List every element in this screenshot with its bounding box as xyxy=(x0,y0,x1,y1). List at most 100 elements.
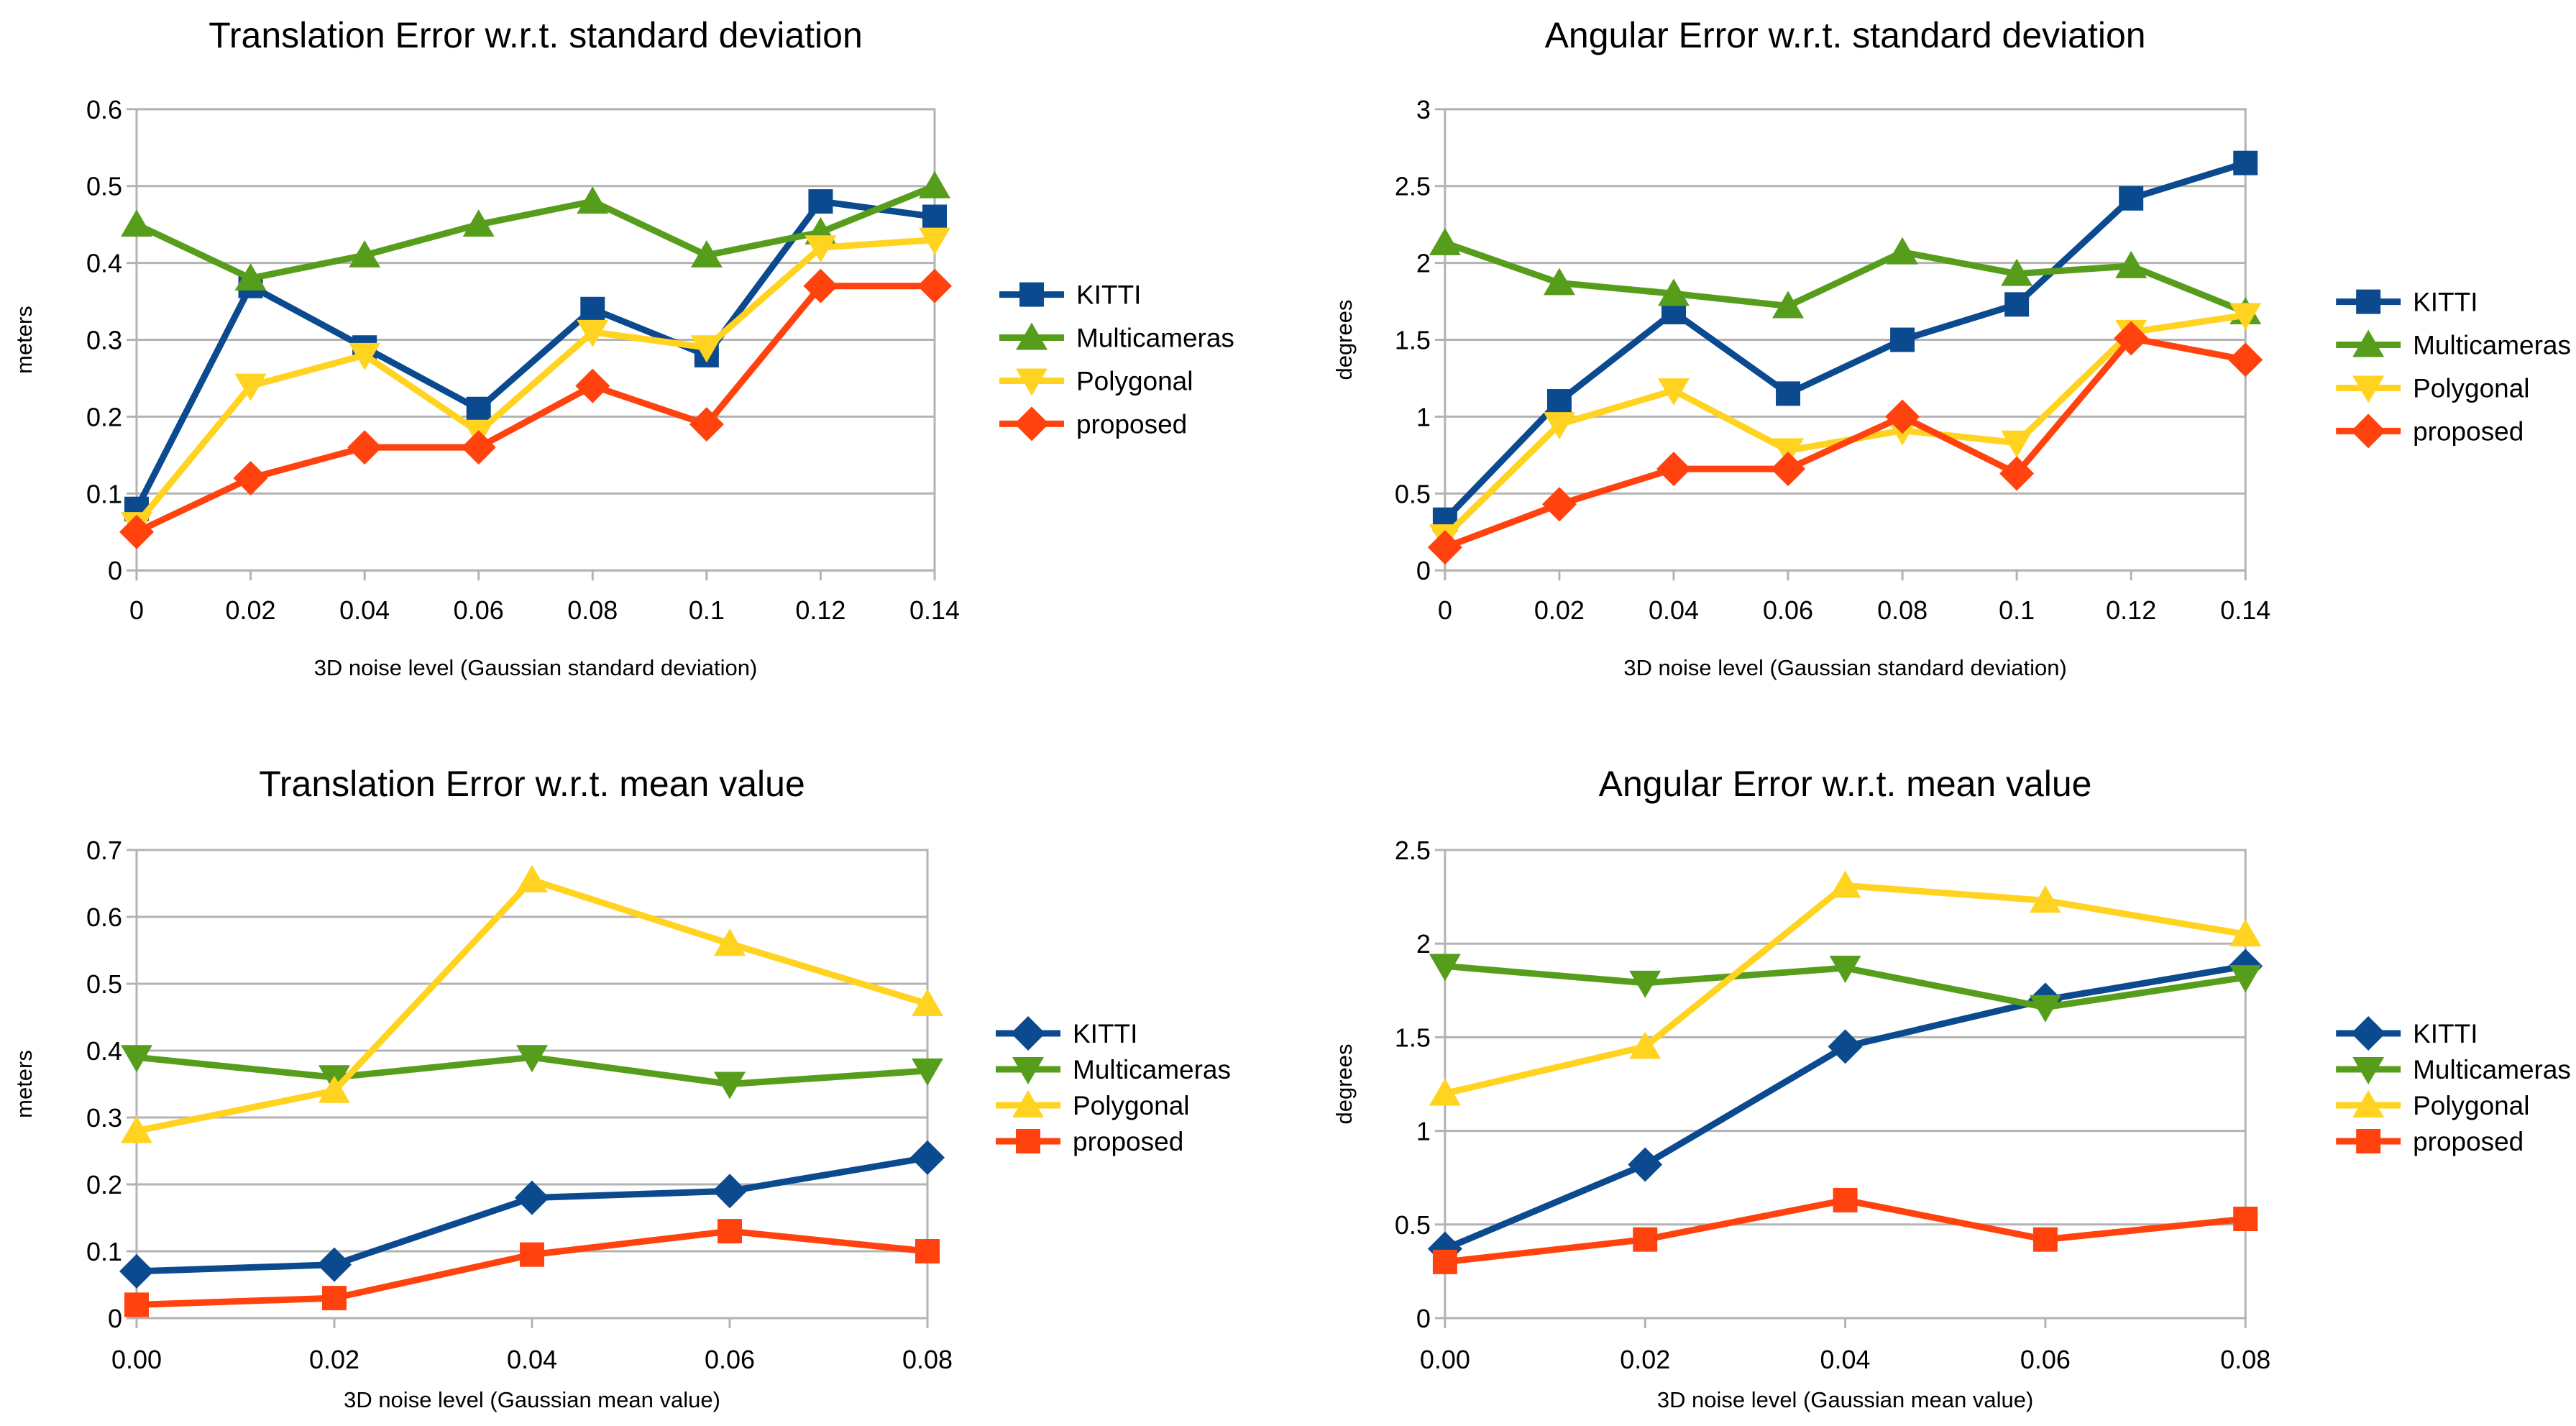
legend-label-multicameras: Multicameras xyxy=(1073,1055,1231,1084)
x-tick-label: 0.06 xyxy=(1763,595,1813,625)
legend-marker-polygonal xyxy=(2352,1090,2385,1118)
series-marker-proposed xyxy=(1771,452,1806,487)
y-tick-label: 1.5 xyxy=(1395,326,1431,355)
y-axis-title: meters xyxy=(12,1050,37,1118)
series-marker-multicameras xyxy=(462,209,495,237)
series-marker-polygonal xyxy=(2029,885,2061,913)
legend-label-kitti: KITTI xyxy=(1073,1019,1137,1048)
legend-marker-multicameras xyxy=(2352,1057,2385,1084)
y-tick-label: 2.5 xyxy=(1395,836,1431,865)
series-line-kitti xyxy=(133,198,938,513)
y-tick-label: 0 xyxy=(1416,556,1431,585)
chart-title: Angular Error w.r.t. standard deviation xyxy=(1545,15,2146,55)
series-marker-polygonal xyxy=(121,1115,152,1143)
legend-marker-multicameras xyxy=(1016,322,1048,350)
legend-label-polygonal: Polygonal xyxy=(2413,1091,2529,1120)
x-tick-label: 0.06 xyxy=(2020,1345,2071,1374)
x-tick-label: 0.04 xyxy=(1820,1345,1871,1374)
legend-label-multicameras: Multicameras xyxy=(1076,324,1234,353)
chart-translation-error-std: Translation Error w.r.t. standard deviat… xyxy=(12,15,1234,680)
legend-label-kitti: KITTI xyxy=(1076,280,1141,310)
y-tick-label: 0 xyxy=(108,1304,122,1333)
series-marker-polygonal xyxy=(1429,1078,1461,1106)
legend-marker-multicameras xyxy=(2352,329,2385,357)
series-marker-polygonal xyxy=(1657,378,1690,406)
legend-marker-proposed xyxy=(1014,406,1049,442)
series-marker-kitti xyxy=(119,1253,154,1289)
x-tick-label: 0.02 xyxy=(1534,595,1585,625)
x-tick-label: 0.08 xyxy=(2220,1345,2270,1374)
series-line-multicameras xyxy=(1441,239,2249,316)
series-marker-proposed xyxy=(2032,1227,2058,1252)
x-tick-label: 0 xyxy=(1438,595,1452,625)
series-marker-proposed xyxy=(1999,456,2035,491)
x-tick-label: 0.1 xyxy=(1999,595,2035,625)
series-marker-polygonal xyxy=(2001,430,2033,458)
series-marker-polygonal xyxy=(690,335,723,363)
y-tick-label: 3 xyxy=(1416,95,1431,124)
legend-marker-polygonal xyxy=(1016,368,1048,396)
series-line-proposed xyxy=(133,283,938,536)
series-marker-polygonal xyxy=(2229,303,2262,331)
y-tick-label: 0.6 xyxy=(86,902,122,932)
series-marker-multicameras xyxy=(1429,227,1461,255)
y-tick-label: 0.4 xyxy=(86,1036,122,1066)
x-tick-label: 0.12 xyxy=(795,595,845,625)
series-marker-proposed xyxy=(124,1292,149,1317)
series-marker-polygonal xyxy=(1629,1031,1661,1059)
x-tick-label: 0.04 xyxy=(507,1345,557,1374)
y-tick-label: 0.3 xyxy=(86,1103,122,1133)
series-marker-polygonal xyxy=(912,988,943,1016)
series-marker-kitti xyxy=(515,1180,549,1215)
series-marker-multicameras xyxy=(1887,237,1919,265)
y-tick-label: 1 xyxy=(1416,1117,1431,1146)
series-marker-multicameras xyxy=(1429,954,1461,982)
series-marker-multicameras xyxy=(1829,956,1861,984)
series-marker-polygonal xyxy=(234,373,267,401)
series-marker-multicameras xyxy=(2229,965,2262,993)
series-marker-multicameras xyxy=(234,263,267,291)
legend-marker-multicameras xyxy=(1012,1057,1044,1084)
series-marker-kitti xyxy=(1828,1029,1863,1064)
series-marker-multicameras xyxy=(912,1058,943,1086)
series-marker-multicameras xyxy=(121,209,152,237)
series-marker-kitti xyxy=(2004,292,2030,317)
y-tick-label: 0.5 xyxy=(1395,1210,1431,1240)
x-tick-label: 0.08 xyxy=(1877,595,1928,625)
y-tick-label: 2 xyxy=(1416,249,1431,278)
x-axis-title: 3D noise level (Gaussian mean value) xyxy=(344,1387,720,1412)
x-tick-label: 0.06 xyxy=(454,595,504,625)
legend-label-multicameras: Multicameras xyxy=(2413,331,2571,360)
x-tick-label: 0.08 xyxy=(567,595,618,625)
series-marker-kitti xyxy=(317,1247,352,1282)
x-axis-title: 3D noise level (Gaussian standard deviat… xyxy=(314,655,758,680)
y-tick-label: 0.6 xyxy=(86,95,122,124)
legend-marker-kitti xyxy=(1019,282,1044,307)
series-marker-proposed xyxy=(322,1286,347,1311)
legend-marker-polygonal xyxy=(2352,375,2385,403)
series-marker-kitti xyxy=(910,1140,945,1175)
series-marker-multicameras xyxy=(1543,268,1575,296)
legend-marker-proposed xyxy=(2356,1129,2381,1153)
x-tick-label: 0.02 xyxy=(1620,1345,1670,1374)
chart-translation-error-mean: Translation Error w.r.t. mean value meter… xyxy=(12,764,1231,1412)
x-tick-label: 0.02 xyxy=(309,1345,359,1374)
series-marker-polygonal xyxy=(1543,412,1575,440)
series-marker-kitti xyxy=(808,189,833,214)
series-marker-kitti xyxy=(466,396,491,421)
legend-label-proposed: proposed xyxy=(2413,1127,2524,1156)
y-tick-label: 0 xyxy=(108,556,122,585)
series-marker-proposed xyxy=(2233,1206,2258,1231)
series-marker-polygonal xyxy=(1829,870,1861,898)
series-marker-multicameras xyxy=(2115,250,2148,278)
x-tick-label: 0.04 xyxy=(1649,595,1699,625)
series-marker-polygonal xyxy=(805,235,837,263)
series-marker-proposed xyxy=(2114,321,2149,356)
series-line-polygonal xyxy=(133,237,938,528)
x-tick-label: 0.04 xyxy=(339,595,390,625)
y-tick-label: 0.7 xyxy=(86,836,122,865)
series-marker-multicameras xyxy=(919,170,950,198)
series-marker-polygonal xyxy=(919,227,950,255)
series-line-proposed xyxy=(1441,334,2249,551)
